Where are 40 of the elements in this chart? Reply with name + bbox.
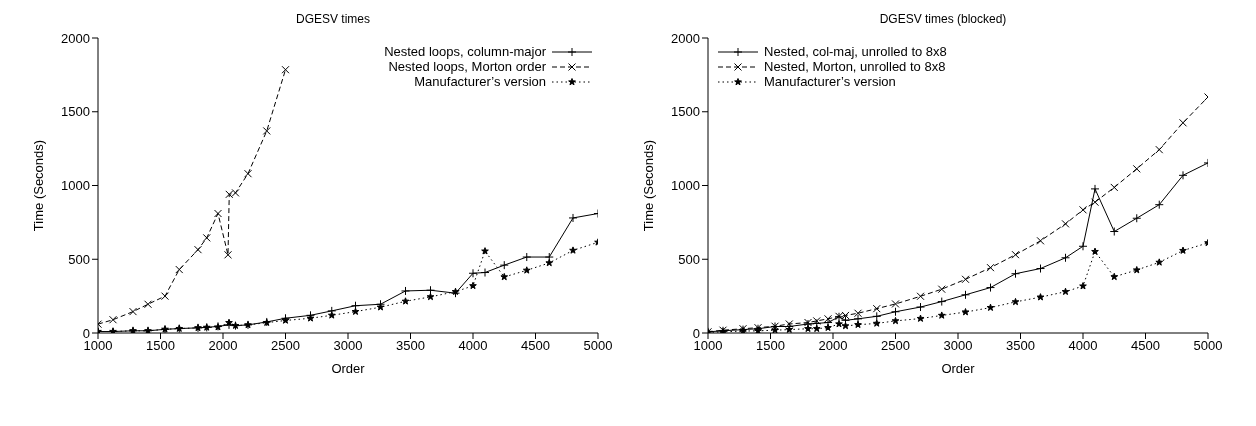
x-tick-label: 1000	[83, 338, 113, 354]
x-tick-label: 4000	[1068, 338, 1098, 354]
y-tick-label: 500	[678, 251, 700, 267]
x-tick-label: 3000	[943, 338, 973, 354]
x-tick-label: 2500	[881, 338, 910, 354]
y-axis-title: Time (Seconds)	[640, 139, 656, 232]
x-axis-title: Order	[331, 361, 366, 376]
y-tick-label: 1000	[61, 178, 90, 194]
y-tick-label: 1000	[671, 178, 700, 194]
legend-label: Manufacturer’s version	[414, 74, 546, 89]
x-tick-label: 3500	[1006, 338, 1035, 354]
y-tick-label: 0	[692, 325, 700, 341]
x-tick-label: 1500	[756, 338, 785, 354]
x-tick-label: 4500	[521, 338, 550, 354]
legend-label: Nested, Morton, unrolled to 8x8	[764, 59, 946, 74]
y-tick-label: 2000	[671, 30, 700, 46]
x-tick-label: 2500	[271, 338, 300, 354]
legend-label: Nested loops, column-major	[384, 44, 546, 59]
x-tick-label: 4500	[1131, 338, 1160, 354]
chart-title: DGESV times	[295, 12, 371, 26]
x-axis-title: Order	[941, 361, 976, 376]
x-tick-label: 5000	[583, 338, 613, 354]
legend-label: Manufacturer’s version	[764, 74, 896, 89]
x-tick-label: 2000	[208, 338, 238, 354]
y-tick-label: 500	[68, 251, 90, 267]
x-tick-label: 3000	[333, 338, 363, 354]
y-tick-label: 1500	[671, 104, 700, 120]
legend-label: Nested, col-maj, unrolled to 8x8	[764, 44, 947, 59]
y-axis-title: Time (Seconds)	[30, 139, 46, 232]
x-tick-label: 3500	[396, 338, 425, 354]
x-tick-label: 4000	[458, 338, 488, 354]
x-tick-label: 1000	[693, 338, 723, 354]
y-tick-label: 0	[82, 325, 90, 341]
legend-label: Nested loops, Morton order	[388, 59, 546, 74]
y-tick-label: 2000	[61, 30, 90, 46]
x-tick-label: 5000	[1193, 338, 1223, 354]
y-tick-label: 1500	[61, 104, 90, 120]
chart-title: DGESV times (blocked)	[878, 12, 1008, 26]
x-tick-label: 1500	[146, 338, 175, 354]
x-tick-label: 2000	[818, 338, 848, 354]
